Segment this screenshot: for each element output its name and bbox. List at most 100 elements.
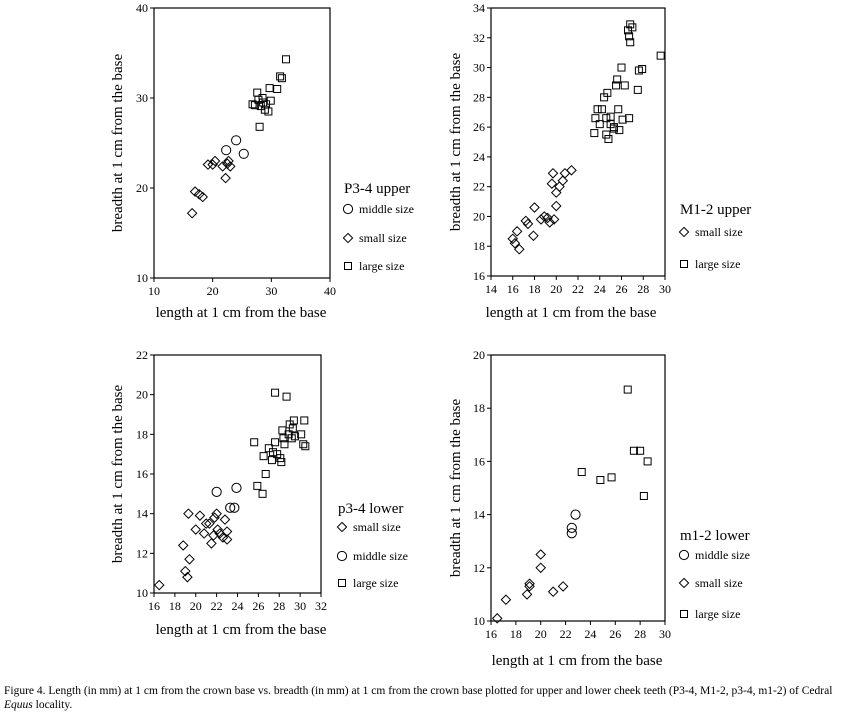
data-point-diamond [557, 175, 569, 187]
x-tick-label: 40 [324, 284, 336, 298]
legend-marker-diamond [678, 577, 690, 589]
data-point-square [282, 392, 291, 401]
plot-frame [153, 354, 322, 594]
y-tick-label: 22 [473, 180, 485, 194]
data-point-diamond [204, 518, 215, 529]
x-tick-label: 28 [634, 627, 646, 641]
y-tick-label: 10 [473, 614, 485, 628]
y-tick-label: 24 [473, 150, 485, 164]
data-point-diamond [217, 161, 228, 172]
data-point-square [620, 81, 629, 90]
y-tick-label: 34 [473, 1, 485, 15]
data-point-square [261, 470, 270, 478]
data-point-square [290, 432, 299, 441]
data-point-circle [211, 486, 222, 497]
data-point-square [301, 442, 310, 451]
data-point-diamond [500, 594, 512, 606]
data-point-diamond [190, 524, 202, 535]
legend-label: middle size [353, 549, 408, 563]
data-point-diamond [511, 226, 523, 237]
data-point-square [625, 114, 634, 123]
data-point-diamond [546, 178, 558, 189]
legend-label: middle size [359, 202, 414, 216]
data-point-square [297, 430, 306, 439]
data-point-diamond [528, 230, 539, 242]
data-point-diamond [194, 510, 206, 521]
y-tick-label: 10 [136, 586, 148, 600]
data-point-square [626, 38, 635, 47]
y-tick-label: 18 [473, 239, 485, 253]
data-point-diamond [221, 526, 233, 537]
data-point-diamond [557, 581, 569, 592]
data-point-square [617, 63, 626, 72]
legend-title: m1-2 lower [680, 528, 750, 544]
legend-label: small size [359, 231, 407, 245]
data-point-square [593, 105, 602, 114]
data-point-square [289, 416, 298, 425]
data-point-square [607, 473, 616, 482]
x-tick-label: 22 [572, 282, 584, 296]
legend-marker-square [338, 579, 346, 587]
data-point-square [624, 26, 633, 35]
y-tick-label: 20 [136, 388, 148, 402]
data-point-square [264, 107, 273, 116]
data-point-diamond [550, 200, 562, 212]
x-tick-label: 24 [232, 599, 244, 613]
data-point-diamond [535, 549, 547, 560]
legend-label: middle size [695, 548, 750, 562]
x-tick-label: 14 [485, 282, 497, 296]
data-point-circle [231, 482, 242, 493]
data-point-diamond [524, 578, 535, 590]
x-tick-label: 28 [637, 282, 649, 296]
data-point-diamond [547, 586, 559, 598]
data-point-square [590, 129, 599, 138]
x-tick-label: 20 [190, 599, 202, 613]
data-point-square [265, 84, 274, 93]
data-point-diamond [219, 514, 231, 525]
x-axis-label: length at 1 cm from the base [486, 305, 657, 321]
data-point-square [602, 114, 611, 123]
data-point-diamond [209, 512, 220, 523]
y-tick-label: 20 [473, 348, 485, 362]
data-point-square [643, 457, 652, 466]
y-axis-label: breadth at 1 cm from the base [110, 385, 126, 564]
data-point-square [604, 135, 613, 144]
y-tick-label: 30 [136, 91, 148, 105]
data-point-diamond [491, 613, 503, 624]
x-tick-label: 16 [148, 599, 160, 613]
y-tick-label: 32 [473, 31, 485, 45]
data-point-circle [225, 502, 236, 513]
data-point-square [603, 88, 612, 97]
data-point-diamond [212, 524, 223, 535]
data-point-diamond [186, 207, 198, 219]
legend-label: small size [353, 520, 401, 534]
data-point-square [267, 456, 276, 465]
y-tick-label: 12 [136, 546, 148, 560]
data-point-square [614, 105, 623, 114]
data-point-diamond [535, 214, 547, 225]
data-point-diamond [183, 508, 194, 519]
x-tick-label: 22 [560, 627, 572, 641]
x-tick-label: 26 [252, 599, 264, 613]
legend-label: large size [359, 259, 404, 273]
data-point-square [271, 438, 280, 447]
data-point-square [259, 452, 268, 461]
data-point-circle [231, 135, 242, 146]
data-point-square [613, 75, 622, 84]
caption-genus: Equus [4, 699, 33, 711]
data-point-diamond [184, 553, 195, 565]
y-tick-label: 16 [136, 467, 148, 481]
data-point-diamond [208, 530, 219, 541]
data-point-square [633, 85, 642, 94]
x-axis-label: length at 1 cm from the base [492, 653, 663, 669]
data-point-square [636, 446, 645, 455]
x-tick-label: 30 [659, 282, 671, 296]
data-point-square [618, 115, 627, 124]
chart-p34lower: 16 18 20 22 24 26 28 30 32 10 12 14 16 18 20 22 length a… [110, 348, 408, 638]
data-point-diamond [211, 508, 222, 519]
data-point-diamond [522, 218, 534, 230]
data-point-diamond [221, 534, 233, 545]
figure-caption: Figure 4. Length (in mm) at 1 cm from th… [4, 684, 862, 712]
y-tick-label: 14 [136, 507, 148, 521]
legend-marker-square [680, 610, 688, 618]
